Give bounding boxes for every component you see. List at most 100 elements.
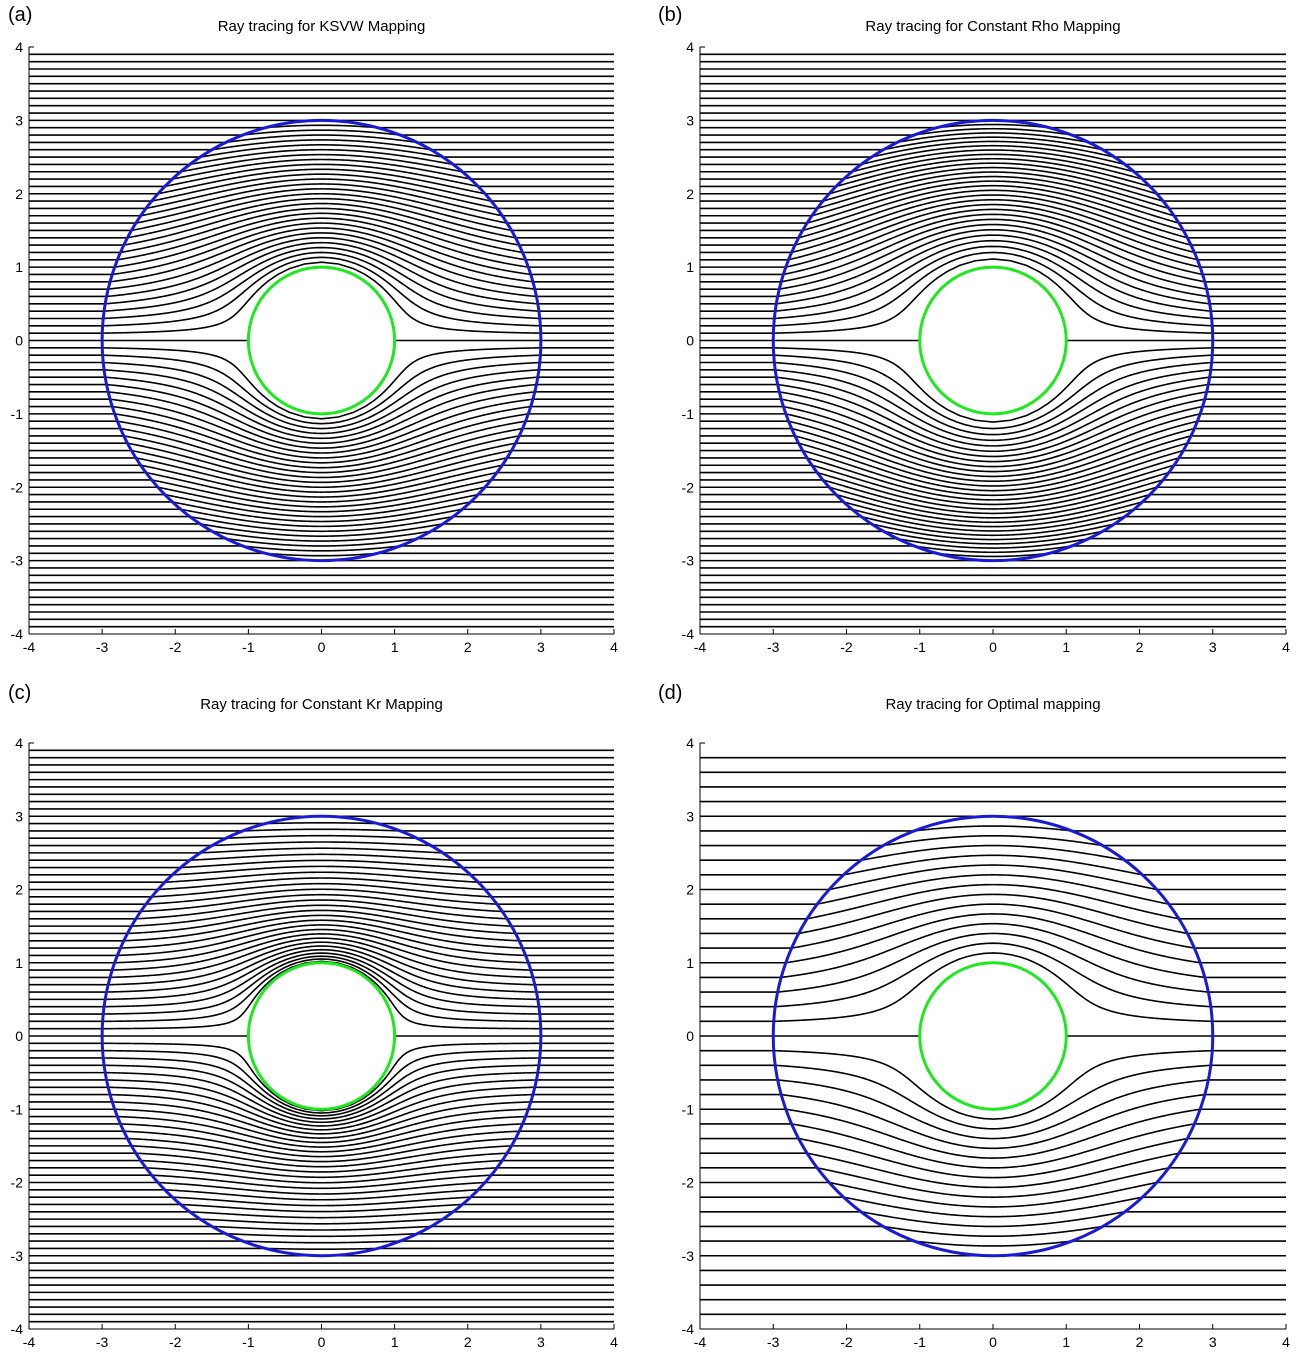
ray-line <box>29 948 614 1001</box>
ray-line <box>29 192 614 232</box>
x-tick-label: 1 <box>1062 1334 1070 1350</box>
ray-line <box>700 198 1286 254</box>
y-tick-label: 2 <box>686 186 694 202</box>
ray-line <box>700 413 1286 473</box>
ray-line <box>29 888 614 905</box>
outer-circle <box>100 814 543 1258</box>
x-tick-label: 4 <box>610 1334 618 1350</box>
ray-line <box>29 1093 614 1135</box>
ray-line <box>700 245 1286 320</box>
ray-line <box>700 157 1286 188</box>
ray-line <box>29 369 614 435</box>
ray-group <box>29 53 614 628</box>
ray-line <box>700 1093 1286 1150</box>
chart-title: Ray tracing for Constant Kr Mapping <box>200 696 443 713</box>
ray-line <box>29 188 614 224</box>
y-tick-label: -4 <box>682 1321 695 1337</box>
y-tick-label: 2 <box>15 186 23 202</box>
x-tick-label: 1 <box>391 1334 399 1350</box>
y-tick-label: -4 <box>682 626 695 642</box>
ray-line <box>700 127 1286 136</box>
ray-line <box>700 123 1286 129</box>
ray-line <box>29 537 614 547</box>
x-tick-label: 3 <box>1209 1334 1217 1350</box>
chart-title: Ray tracing for Constant Rho Mapping <box>865 18 1121 35</box>
inner-circle <box>246 265 397 416</box>
ray-line <box>29 449 614 489</box>
x-tick-label: 0 <box>989 639 997 655</box>
ray-line <box>29 933 614 971</box>
ray-line <box>29 383 614 445</box>
ray-line <box>29 261 614 334</box>
ray-line <box>29 841 614 847</box>
ray-line <box>700 140 1286 158</box>
ray-line <box>29 958 614 1023</box>
ray-line <box>29 227 614 283</box>
ray-line <box>700 239 1286 312</box>
ray-line <box>29 1064 614 1120</box>
y-tick-label: 4 <box>686 39 694 55</box>
ray-line <box>29 1211 614 1219</box>
y-tick-label: -2 <box>11 1175 24 1191</box>
ray-line <box>29 427 614 474</box>
x-tick-label: -1 <box>914 1334 927 1350</box>
ray-line <box>700 208 1286 268</box>
y-tick-label: 1 <box>686 259 694 275</box>
ray-line <box>29 899 614 920</box>
ray-line <box>29 1057 614 1117</box>
ray-line <box>700 234 1286 305</box>
x-tick-label: 1 <box>1062 639 1070 655</box>
ray-line <box>29 256 614 327</box>
ray-line <box>700 376 1286 447</box>
plot-svg: -4 -3 -2 -1 0 1 2 3 4 -4 -3 -2 -1 0 1 2 3 4 <box>11 735 619 1350</box>
y-tick-label: -3 <box>682 553 695 569</box>
ray-line <box>29 435 614 479</box>
ray-line <box>29 501 614 523</box>
x-tick-label: -1 <box>914 639 927 655</box>
y-tick-label: 3 <box>686 808 694 824</box>
x-tick-label: 2 <box>464 1334 472 1350</box>
ray-line <box>29 530 614 542</box>
ray-line <box>700 203 1286 261</box>
ray-line <box>700 136 1286 151</box>
y-tick-label: -2 <box>682 1175 695 1191</box>
ray-line <box>29 158 614 180</box>
ray-line <box>29 457 614 493</box>
ray-line <box>700 1167 1286 1198</box>
ray-line <box>700 383 1286 453</box>
ray-line <box>700 1152 1286 1189</box>
ray-line <box>29 391 614 449</box>
ray-line <box>700 153 1286 180</box>
ray-line <box>29 904 614 927</box>
x-tick-label: -3 <box>96 639 109 655</box>
y-tick-label: -2 <box>11 479 24 495</box>
ray-line <box>29 919 614 949</box>
ray-line <box>29 853 614 861</box>
ray-line <box>700 545 1286 554</box>
ray-line <box>29 163 614 188</box>
ray-line <box>29 928 614 964</box>
ray-line <box>29 508 614 528</box>
outer-circle <box>771 118 1215 563</box>
ray-line <box>700 427 1286 483</box>
x-tick-label: 0 <box>989 1334 997 1350</box>
ray-line <box>700 537 1286 549</box>
ray-line <box>29 1079 614 1127</box>
ray-line <box>29 251 614 320</box>
ray-line <box>29 398 614 454</box>
ray-line <box>29 148 614 166</box>
ray-line <box>29 1196 614 1207</box>
y-tick-label: 4 <box>15 735 23 751</box>
ray-line <box>29 834 614 840</box>
ray-line <box>29 139 614 151</box>
ray-line <box>700 391 1286 458</box>
x-tick-label: -2 <box>840 639 853 655</box>
x-tick-label: -1 <box>242 1334 255 1350</box>
x-tick-label: -4 <box>694 639 707 655</box>
ray-line <box>29 134 614 144</box>
panel-label: (b) <box>658 4 683 26</box>
ray-line <box>29 1189 614 1201</box>
y-tick-label: -3 <box>11 553 24 569</box>
ray-line <box>29 1218 614 1225</box>
ray-line <box>29 822 614 825</box>
